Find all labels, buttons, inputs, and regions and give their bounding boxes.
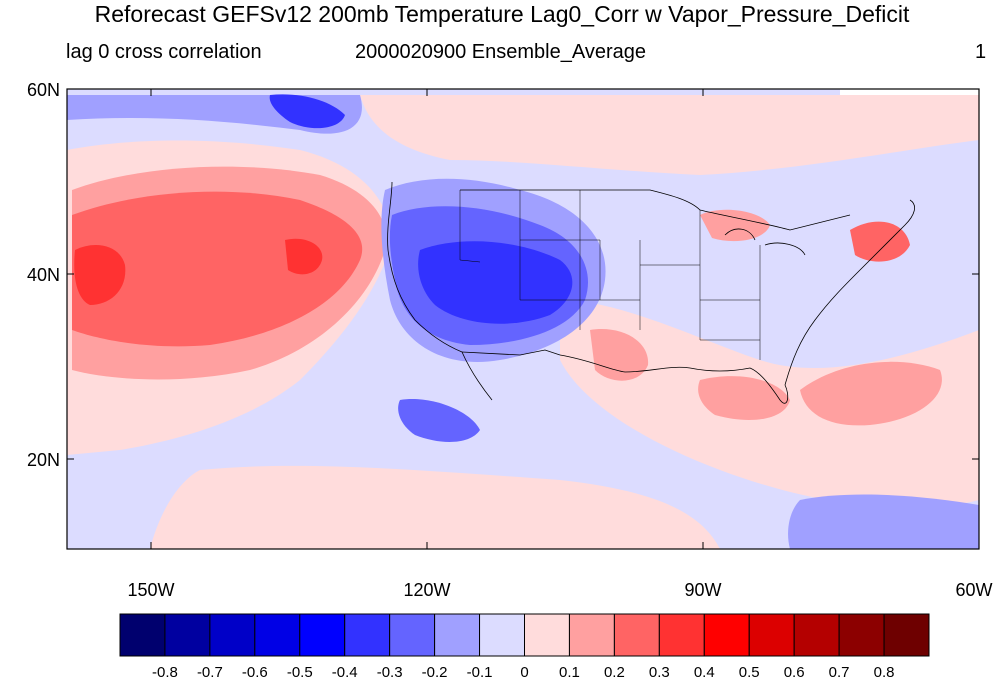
field-medium-pink-core	[72, 191, 363, 347]
colorbar-label: -0.5	[286, 664, 313, 681]
field-missing-strip	[840, 89, 979, 95]
colorbar-swatch	[434, 613, 481, 657]
atlantic-coast	[784, 199, 915, 386]
colorbar-label: -0.6	[241, 664, 268, 681]
subtitle-center: 2000020900 Ensemble_Average	[355, 41, 646, 63]
colorbar-label: -0.3	[376, 664, 403, 681]
colorbar-swatch	[344, 613, 391, 657]
great-lakes	[724, 228, 806, 256]
field-light-pink-south	[150, 465, 720, 549]
lat-label-40n: 40N	[26, 265, 60, 285]
field-blue-alaska	[269, 94, 345, 129]
field-pink-mexico	[590, 329, 649, 381]
correlation-field	[67, 89, 979, 549]
field-blue-southwest	[398, 399, 480, 442]
colorbar-label: 0.2	[603, 664, 625, 681]
lon-label-150w: 150W	[127, 580, 175, 600]
colorbar-swatch	[703, 613, 750, 657]
colorbar-label: 0.1	[559, 664, 580, 681]
state-lines	[459, 190, 761, 360]
colorbar-swatch	[568, 613, 615, 657]
colorbar-swatch	[883, 613, 930, 657]
colorbar-swatch	[658, 613, 705, 657]
colorbar-label: -0.7	[196, 664, 223, 681]
field-blue-strong	[418, 241, 573, 324]
field-light-pink-north	[360, 95, 979, 175]
lat-label-20n: 20N	[26, 450, 60, 470]
map-title: Reforecast GEFSv12 200mb Temperature Lag…	[94, 1, 910, 27]
colorbar-label: 0	[520, 664, 529, 681]
colorbar-swatch	[254, 613, 301, 657]
field-pink-northeast	[850, 221, 910, 262]
field-pink-florida	[698, 376, 790, 420]
colorbar-swatch	[389, 613, 436, 657]
colorbar-label: 0.8	[873, 664, 895, 681]
colorbar-swatch	[479, 613, 525, 657]
colorbar-label: -0.2	[421, 664, 448, 681]
colorbar-label: 0.7	[828, 664, 850, 681]
coastlines	[387, 181, 915, 404]
mexico-border	[461, 349, 561, 356]
colorbar-label: 0.4	[693, 664, 715, 681]
colorbar-label: 0.6	[783, 664, 805, 681]
lon-label-90w: 90W	[684, 580, 722, 600]
colorbar-swatch	[119, 613, 166, 657]
colorbar	[119, 613, 930, 657]
pacific-coast	[387, 181, 493, 401]
lon-label-60w: 60W	[955, 580, 993, 600]
colorbar-swatch	[613, 613, 660, 657]
colorbar-swatch	[838, 613, 885, 657]
colorbar-swatch	[299, 613, 346, 657]
map-ticks	[67, 88, 980, 549]
gulf-coast	[559, 354, 789, 404]
colorbar-swatch	[793, 613, 840, 657]
field-red-core-east	[285, 238, 323, 275]
colorbar-label: -0.8	[152, 664, 178, 681]
colorbar-swatch	[209, 613, 256, 657]
field-pink-atlantic	[800, 361, 942, 426]
lon-label-120w: 120W	[403, 580, 451, 600]
subtitle-right: 1	[975, 41, 987, 63]
colorbar-swatch	[524, 613, 570, 657]
lat-label-60n: 60N	[26, 80, 60, 100]
colorbar-swatch	[164, 613, 211, 657]
canada-border	[460, 189, 851, 231]
subtitle-left: lag 0 cross correlation	[66, 41, 262, 63]
colorbar-label: 0.5	[738, 664, 760, 681]
colorbar-label: -0.1	[466, 664, 493, 681]
field-blue-tropics	[788, 494, 979, 549]
field-red-core-west	[74, 245, 126, 305]
field-pink-greatlakes	[700, 209, 770, 242]
colorbar-swatch	[748, 613, 795, 657]
colorbar-label: 0.3	[648, 664, 670, 681]
map-frame	[66, 88, 980, 550]
colorbar-label: -0.4	[331, 664, 358, 681]
